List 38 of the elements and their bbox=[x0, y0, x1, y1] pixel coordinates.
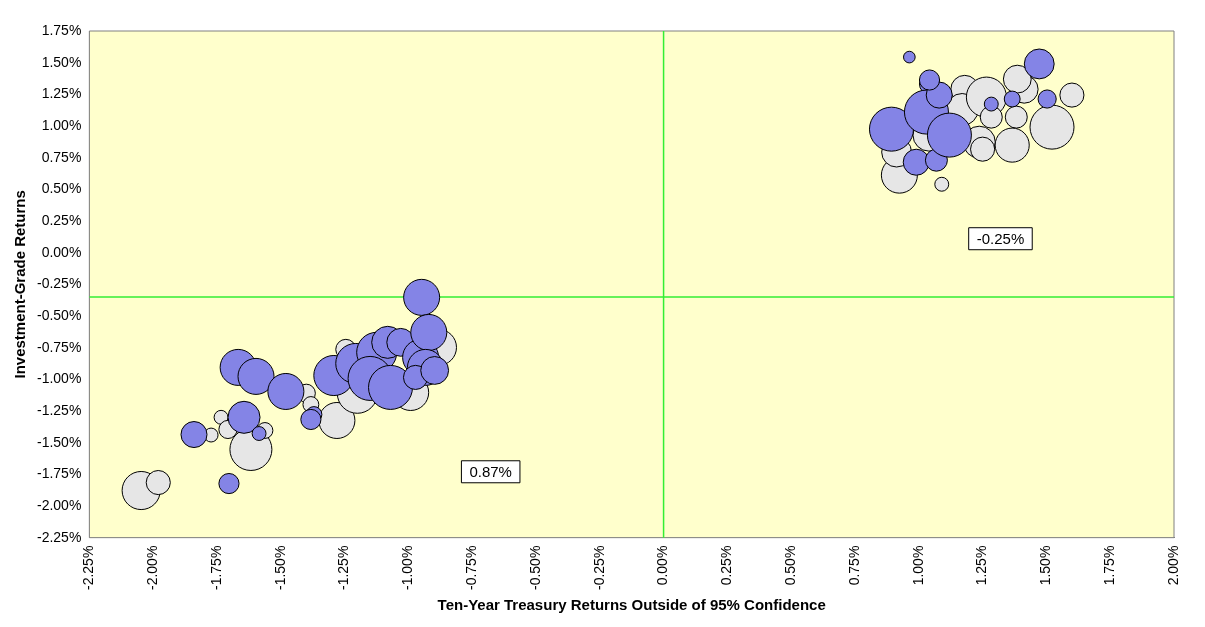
annotation: 0.87% bbox=[469, 462, 512, 480]
x-tick-label: -2.00% bbox=[144, 545, 161, 590]
annotation: -0.25% bbox=[976, 229, 1025, 247]
x-tick-label: 2.00% bbox=[1164, 545, 1181, 586]
x-tick-label: -1.75% bbox=[207, 545, 224, 590]
y-tick-label: 0.00% bbox=[41, 243, 82, 260]
y-tick-label: -0.25% bbox=[37, 275, 82, 292]
x-axis-title: Ten-Year Treasury Returns Outside of 95% Confidence bbox=[437, 596, 826, 614]
y-tick-label: 1.00% bbox=[41, 116, 82, 133]
x-tick-label: 0.00% bbox=[654, 545, 671, 586]
x-tick-label: 0.50% bbox=[782, 545, 799, 586]
y-tick-label: -1.25% bbox=[37, 401, 82, 418]
x-tick-label: 1.50% bbox=[1037, 545, 1054, 586]
y-tick-label: -0.50% bbox=[37, 306, 82, 323]
y-tick-label: -1.00% bbox=[37, 370, 82, 387]
y-tick-label: -0.75% bbox=[37, 338, 82, 355]
x-tick-label: 0.25% bbox=[718, 545, 735, 586]
y-tick-label: -2.25% bbox=[37, 528, 82, 545]
y-tick-label: 1.50% bbox=[41, 53, 82, 70]
y-tick-label: 0.25% bbox=[41, 211, 82, 228]
x-tick-label: 1.75% bbox=[1101, 545, 1118, 586]
y-axis-title: Investment-Grade Returns bbox=[11, 190, 29, 379]
x-tick-label: -1.25% bbox=[335, 545, 352, 590]
x-tick-label: 1.25% bbox=[973, 545, 990, 586]
x-tick-label: -0.75% bbox=[463, 545, 480, 590]
y-tick-label: 0.50% bbox=[41, 180, 82, 197]
y-tick-label: -2.00% bbox=[37, 496, 82, 513]
y-tick-label: 1.75% bbox=[41, 21, 82, 38]
x-tick-label: -0.25% bbox=[590, 545, 607, 590]
y-tick-label: 1.25% bbox=[41, 85, 82, 102]
x-tick-label: -0.50% bbox=[526, 545, 543, 590]
y-tick-label: -1.75% bbox=[37, 465, 82, 482]
y-tick-label: 0.75% bbox=[41, 148, 82, 165]
y-tick-label: -1.50% bbox=[37, 433, 82, 450]
x-tick-label: 0.75% bbox=[845, 545, 862, 586]
x-tick-label: 1.00% bbox=[909, 545, 926, 586]
x-tick-label: -1.50% bbox=[271, 545, 288, 590]
x-tick-label: -1.00% bbox=[399, 545, 416, 590]
